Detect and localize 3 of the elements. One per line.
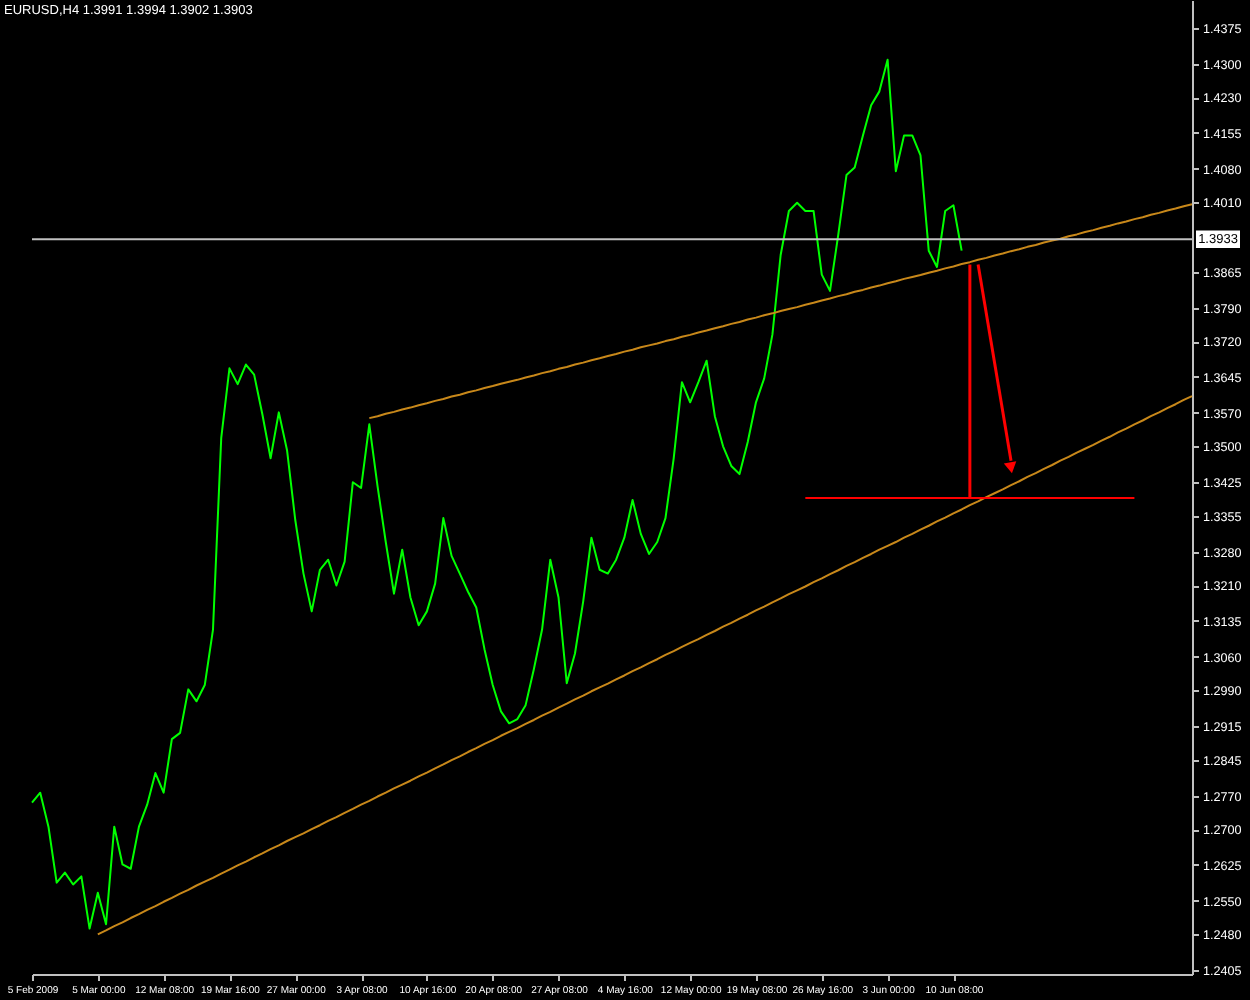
line-series (368, 203, 1193, 420)
line-series (96, 395, 1193, 936)
line-series (31, 58, 963, 930)
